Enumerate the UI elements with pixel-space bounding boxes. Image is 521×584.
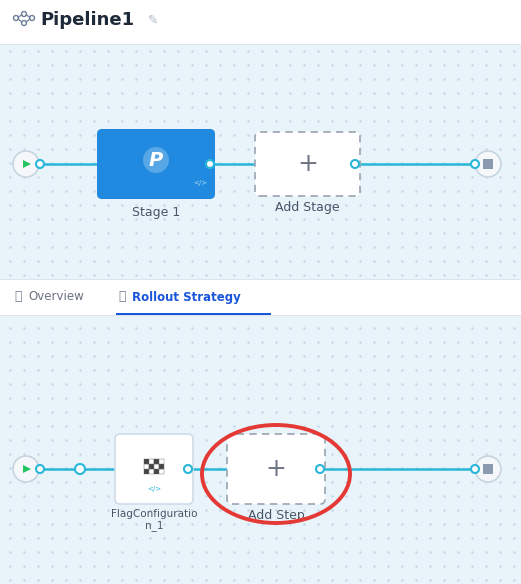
Circle shape (351, 160, 359, 168)
Bar (144, 464, 149, 469)
Bar (149, 469, 154, 474)
Circle shape (75, 464, 85, 474)
Bar (0, 315, 521, 316)
Text: Stage 1: Stage 1 (132, 206, 180, 219)
FancyBboxPatch shape (255, 132, 360, 196)
Bar (154, 459, 159, 464)
Circle shape (13, 151, 39, 177)
Text: +: + (297, 152, 318, 176)
Text: Rollout Strategy: Rollout Strategy (132, 290, 241, 304)
Circle shape (471, 465, 479, 473)
Circle shape (475, 151, 501, 177)
Text: FlagConfiguratio: FlagConfiguratio (111, 509, 197, 519)
Bar (0, 279, 521, 280)
Circle shape (206, 160, 214, 168)
Bar (116, 312, 271, 315)
Bar (144, 459, 149, 464)
Circle shape (36, 465, 44, 473)
Bar (149, 464, 154, 469)
Text: Pipeline1: Pipeline1 (40, 11, 134, 29)
Bar (0, 316, 521, 584)
Bar (154, 464, 159, 469)
Circle shape (184, 465, 192, 473)
FancyBboxPatch shape (115, 434, 193, 504)
Text: +: + (266, 457, 287, 481)
Polygon shape (23, 160, 31, 168)
FancyBboxPatch shape (227, 434, 325, 504)
Text: Add Step: Add Step (247, 509, 304, 522)
Bar (154, 469, 159, 474)
Bar (144, 469, 149, 474)
Bar (0, 279, 521, 315)
Text: Ⓡ: Ⓡ (118, 290, 126, 304)
Text: n_1: n_1 (145, 520, 163, 531)
Bar (0, 0, 521, 44)
Bar (159, 459, 164, 464)
FancyBboxPatch shape (97, 129, 215, 199)
Text: </>: </> (147, 486, 161, 492)
Bar (0, 44, 521, 45)
Bar (149, 459, 154, 464)
Bar (159, 469, 164, 474)
Text: ⓔ: ⓔ (14, 290, 21, 304)
Bar (0, 45, 521, 279)
Bar (483, 159, 493, 169)
Circle shape (475, 456, 501, 482)
Circle shape (143, 147, 169, 173)
Text: ✎: ✎ (148, 13, 158, 26)
Bar (483, 464, 493, 474)
Text: Overview: Overview (28, 290, 84, 304)
Text: </>: </> (193, 180, 207, 186)
Circle shape (316, 465, 324, 473)
Bar (159, 464, 164, 469)
Circle shape (36, 160, 44, 168)
Circle shape (471, 160, 479, 168)
Circle shape (13, 456, 39, 482)
Polygon shape (23, 465, 31, 473)
Text: Add Stage: Add Stage (275, 201, 340, 214)
Text: P: P (149, 151, 163, 169)
